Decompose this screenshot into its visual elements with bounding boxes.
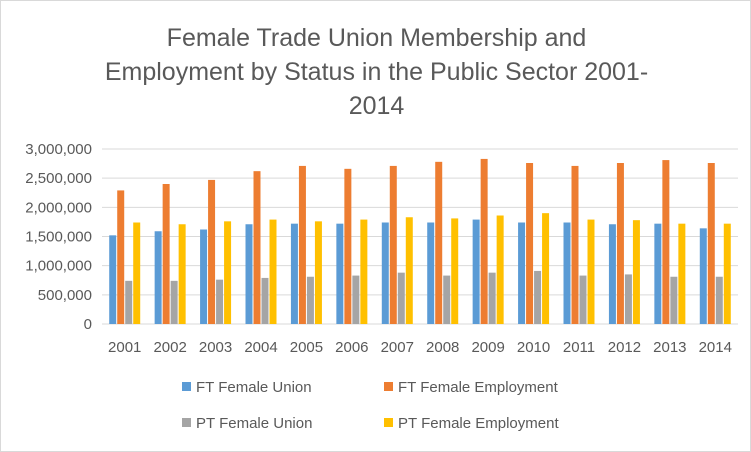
- bar-ft-female-union: [290, 223, 298, 324]
- bar-pt-female-union: [715, 276, 723, 324]
- bar-ft-female-union: [472, 219, 480, 324]
- bar-ft-female-union: [427, 222, 435, 324]
- y-tick-label: 500,000: [38, 287, 92, 304]
- bar-pt-female-employment: [314, 221, 322, 324]
- legend-label: FT Female Employment: [398, 379, 559, 396]
- x-tick-label: 2009: [471, 339, 504, 356]
- bar-pt-female-employment: [405, 217, 413, 324]
- chart-title-line: Female Trade Union Membership and: [166, 24, 587, 52]
- bar-pt-female-employment: [587, 219, 595, 324]
- bar-pt-female-union: [670, 276, 678, 324]
- bar-ft-female-employment: [208, 179, 216, 324]
- y-tick-label: 3,000,000: [25, 141, 92, 158]
- legend-swatch: [182, 418, 191, 427]
- chart-title-line: Employment by Status in the Public Secto…: [104, 58, 649, 86]
- x-tick-label: 2007: [381, 339, 414, 356]
- bar-pt-female-union: [306, 276, 314, 324]
- bar-ft-female-union: [154, 231, 162, 324]
- bar-ft-female-employment: [571, 165, 579, 324]
- bar-pt-female-employment: [224, 221, 232, 324]
- bar-ft-female-employment: [344, 168, 352, 324]
- bar-pt-female-union: [261, 277, 269, 324]
- y-tick-label: 0: [84, 316, 92, 333]
- chart-title: Female Trade Union Membership and Employ…: [1, 21, 751, 123]
- bar-ft-female-union: [699, 228, 707, 324]
- bar-pt-female-union: [488, 272, 496, 324]
- bar-pt-female-union: [125, 280, 133, 324]
- bar-ft-female-union: [518, 222, 526, 324]
- bar-ft-female-union: [381, 222, 389, 324]
- bar-pt-female-union: [352, 275, 360, 324]
- bar-pt-female-employment: [496, 215, 504, 324]
- bar-ft-female-employment: [662, 160, 670, 324]
- bar-ft-female-employment: [435, 161, 443, 324]
- bar-pt-female-employment: [178, 224, 186, 324]
- legend-swatch: [384, 382, 393, 391]
- bar-ft-female-employment: [253, 171, 261, 324]
- bar-pt-female-union: [534, 270, 542, 324]
- legend-label: PT Female Employment: [398, 415, 559, 432]
- bar-ft-female-union: [336, 223, 344, 324]
- legend-swatch: [384, 418, 393, 427]
- x-tick-label: 2005: [290, 339, 323, 356]
- x-tick-label: 2001: [108, 339, 141, 356]
- bar-pt-female-employment: [632, 220, 640, 324]
- x-tick-label: 2003: [199, 339, 232, 356]
- bar-ft-female-employment: [616, 163, 624, 324]
- x-tick-label: 2014: [699, 339, 732, 356]
- bar-pt-female-union: [397, 272, 405, 324]
- bar-pt-female-union: [216, 279, 224, 324]
- legend-label: FT Female Union: [196, 379, 312, 396]
- x-tick-label: 2004: [244, 339, 277, 356]
- bar-ft-female-employment: [480, 158, 488, 324]
- bar-ft-female-employment: [117, 190, 125, 324]
- chart-title-line: 2014: [348, 92, 405, 120]
- x-tick-label: 2008: [426, 339, 459, 356]
- bar-pt-female-employment: [360, 219, 368, 324]
- bar-ft-female-employment: [389, 165, 397, 324]
- bar-ft-female-union: [654, 223, 662, 324]
- bar-pt-female-union: [443, 275, 451, 324]
- x-tick-label: 2010: [517, 339, 550, 356]
- bar-pt-female-employment: [451, 218, 459, 324]
- bar-pt-female-union: [624, 274, 632, 324]
- y-tick-label: 1,500,000: [25, 229, 92, 246]
- y-tick-label: 2,500,000: [25, 170, 92, 187]
- bar-pt-female-employment: [542, 213, 550, 324]
- y-tick-label: 2,000,000: [25, 199, 92, 216]
- bar-pt-female-employment: [269, 219, 277, 324]
- bar-ft-female-employment: [298, 165, 306, 324]
- bar-pt-female-employment: [723, 223, 731, 324]
- x-tick-label: 2012: [608, 339, 641, 356]
- bar-ft-female-union: [608, 224, 616, 324]
- bar-ft-female-union: [109, 235, 117, 324]
- bar-ft-female-employment: [526, 163, 534, 324]
- bar-ft-female-employment: [707, 163, 715, 324]
- bar-ft-female-union: [200, 229, 208, 324]
- bar-ft-female-employment: [162, 184, 170, 324]
- x-tick-label: 2013: [653, 339, 686, 356]
- x-tick-label: 2006: [335, 339, 368, 356]
- y-tick-label: 1,000,000: [25, 258, 92, 275]
- bar-pt-female-employment: [133, 222, 141, 324]
- legend-swatch: [182, 382, 191, 391]
- x-tick-label: 2011: [563, 339, 595, 356]
- bar-pt-female-union: [170, 280, 178, 324]
- legend-label: PT Female Union: [196, 415, 312, 432]
- bar-ft-female-union: [245, 224, 253, 324]
- x-tick-label: 2002: [153, 339, 186, 356]
- bar-ft-female-union: [563, 222, 571, 324]
- bar-pt-female-employment: [678, 223, 686, 324]
- bar-pt-female-union: [579, 275, 587, 324]
